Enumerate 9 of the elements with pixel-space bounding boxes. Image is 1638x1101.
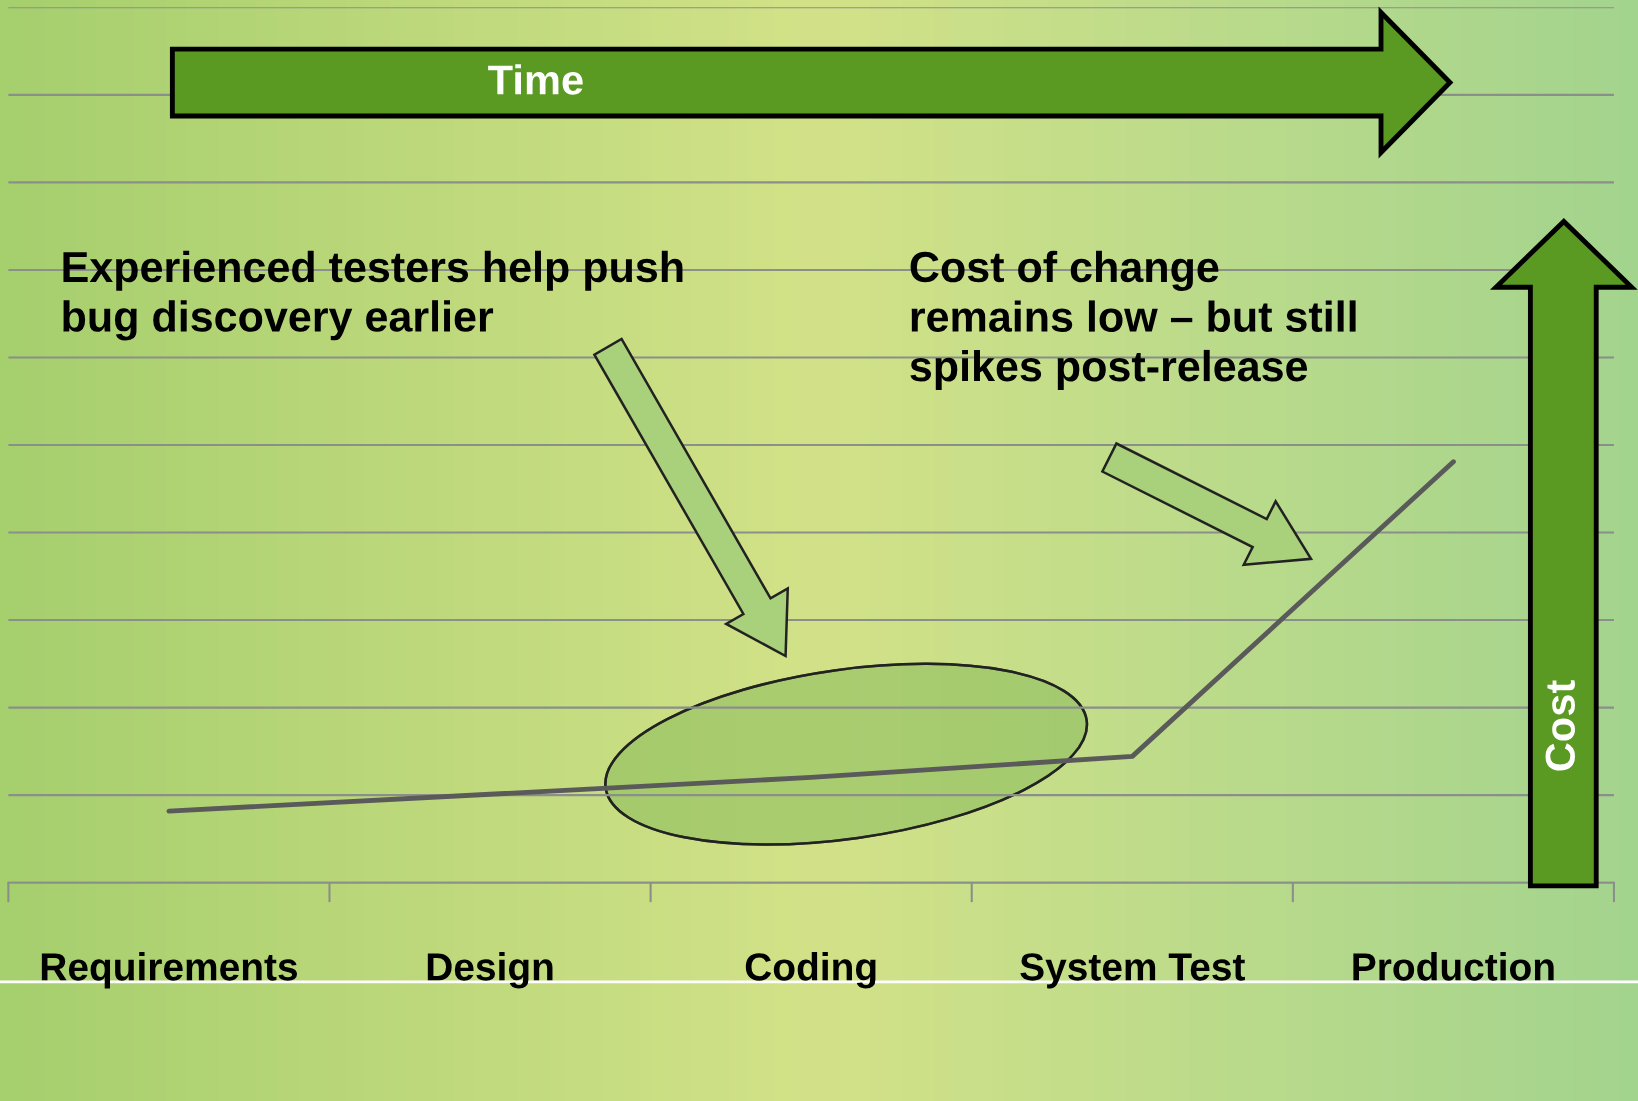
x-tick-label: Requirements xyxy=(41,952,297,989)
annotation: Cost xyxy=(1545,680,1576,771)
x-tick-label: Coding xyxy=(745,952,876,989)
x-tick-label: Production xyxy=(1353,952,1554,981)
text: Cost of change remains low – but still spikes post-release xyxy=(910,250,1356,391)
x-tick-label: Design xyxy=(427,952,553,989)
x-tick-label: System Test xyxy=(1020,953,1245,989)
text: Experienced testers help push bug discovery earlier xyxy=(63,250,683,341)
text: Time xyxy=(488,64,583,95)
